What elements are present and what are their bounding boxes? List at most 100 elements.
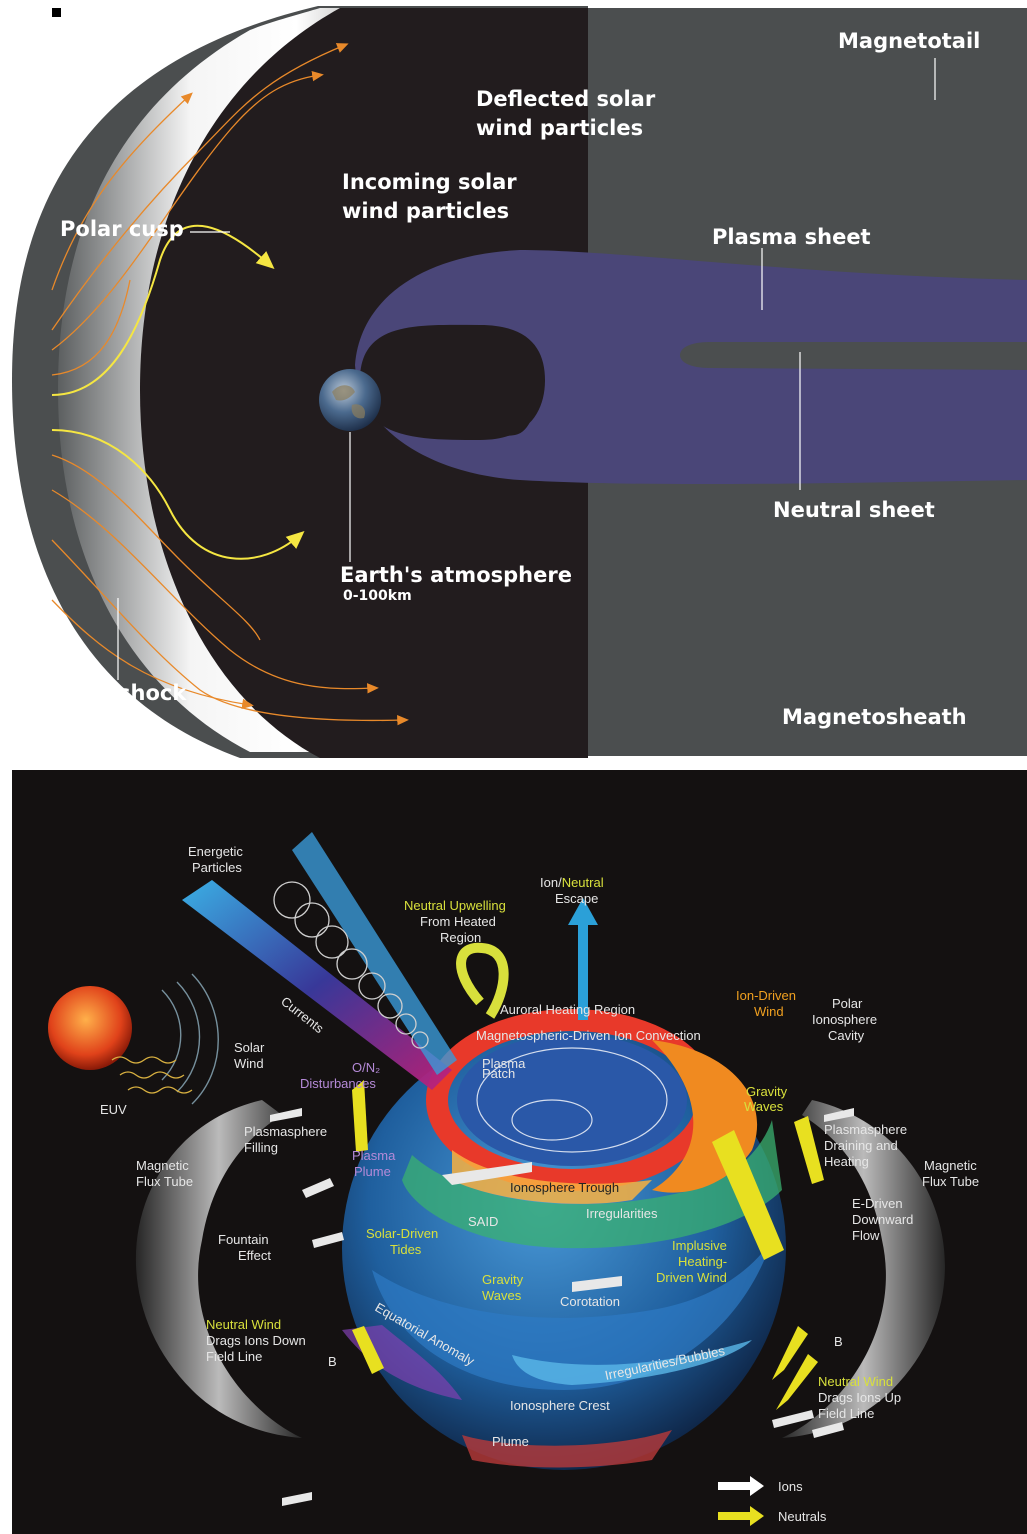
ion-wind-label-1: Ion-Driven [736,988,796,1003]
magnetotail-label: Magnetotail [838,29,980,53]
yellow-flow-1 [51,224,275,396]
upwelling-label-2: From Heated [420,914,496,929]
deflected-label-line2: wind particles [476,116,643,140]
inner-loop [360,324,545,440]
said-label: SAID [468,1214,498,1229]
upwelling-arrow [456,942,509,1019]
tides-label-2: Tides [390,1242,422,1257]
legend-ions-label: Ions [778,1479,803,1494]
orange-flow-7 [51,539,409,726]
o-n2-label-1: O/N₂ [352,1060,380,1075]
atmosphere-range-label: 0-100km [343,588,412,604]
leader-lines [117,58,936,680]
irregularities-bubbles-band [512,1340,752,1385]
magnetosheath-label: Magnetosheath [782,705,967,729]
ion-arrows [270,1108,854,1506]
corner-mark [52,8,61,17]
plasma-patch-label-1: Plasma [482,1056,526,1071]
polar-cap [457,1034,687,1166]
neutral-wind-up-label-1: Neutral Wind [818,1374,893,1389]
atmosphere-label: Earth's atmosphere [340,563,572,587]
neutral-wind-up-label-2: Drags Ions Up [818,1390,901,1405]
impulsive-label-2: Heating- [678,1254,727,1269]
b-field-left-label: B [328,1354,337,1369]
escape-label-ion: Ion/ [540,875,562,890]
tides-label-1: Solar-Driven [366,1226,438,1241]
plasma-sheet [355,250,1027,485]
auroral-label: Auroral Heating Region [500,1002,635,1017]
flux-tube-right [782,1100,945,1438]
orange-flow-6 [51,489,379,694]
deflected-label-line1: Deflected solar [476,87,656,111]
ionosphere-diagram: Energetic Particles Currents Solar Wind … [12,770,1027,1534]
escape-label-1: Ion/Neutral [540,875,604,890]
energetic-particles-beam [182,880,452,1090]
b-field-right-label: B [834,1334,843,1349]
yellow-flow-2 [51,429,305,560]
euv-label: EUV [100,1102,127,1117]
legend-ions-arrow [718,1476,764,1496]
orange-flow-8 [51,599,254,709]
gravity-waves-center-label-2: Waves [482,1288,522,1303]
polar-cavity-label-1: Polar [832,996,863,1011]
fountain-label-1: Fountain [218,1232,269,1247]
escape-label-2: Escape [555,891,598,906]
fountain-label-2: Effect [238,1248,271,1263]
globe-bottom-rim [462,1430,672,1468]
o-n2-label-2: Disturbances [300,1076,376,1091]
polar-cusp-label: Polar cusp [60,217,184,241]
polar-cavity-label-2: Ionosphere [812,1012,877,1027]
incoming-label-line1: Incoming solar [342,170,517,194]
convection-loop-outer [476,1047,668,1153]
neutral-wind-up-label-3: Field Line [818,1406,874,1421]
trough-label: Ionosphere Trough [510,1180,619,1195]
energetic-label-1: Energetic [188,844,243,859]
particle-spiral [273,881,429,1049]
ps-draining-label-1: Plasmasphere [824,1122,907,1137]
bow-shock-label: shock [118,681,187,705]
euv-waves [111,1056,193,1094]
ps-filling-label-2: Filling [244,1140,278,1155]
incoming-label-line2: wind particles [342,199,509,223]
solar-wind-label-1: Solar [234,1040,265,1055]
plasma-plume-label-2: Plume [354,1164,391,1179]
plasma-plume-label-1: Plasma [352,1148,396,1163]
neutral-wind-down-label-2: Drags Ions Down [206,1333,306,1348]
convection-label: Magnetospheric-Driven Ion Convection [476,1028,701,1043]
flux-tube-left [135,1100,302,1438]
neutral-sheet-label: Neutral sheet [773,498,935,522]
magnetosphere-svg: Magnetotail Deflected solar wind particl… [12,6,1027,758]
orange-flow-5 [51,454,261,641]
ps-draining-label-2: Draining and [824,1138,898,1153]
ps-filling-label-1: Plasmasphere [244,1124,327,1139]
neutral-wind-down-label-1: Neutral Wind [206,1317,281,1332]
gravity-waves-right-label-1: Gravity [746,1084,788,1099]
earth-icon [319,369,381,431]
flux-tube-right-label-2: Flux Tube [922,1174,979,1189]
upwelling-label-3: Region [440,930,481,945]
orange-flow-1 [51,92,193,291]
plume-label: Plume [492,1434,529,1449]
flux-tube-right-label-1: Magnetic [924,1158,977,1173]
plasma-patch-label-2: Patch [482,1066,515,1081]
sun-icon [48,986,132,1070]
orange-flow-2 [51,43,349,331]
ionosphere-svg: Energetic Particles Currents Solar Wind … [12,770,1027,1534]
escape-arrow-shaft [578,920,588,1020]
ion-wind-label-2: Wind [754,1004,784,1019]
neutral-wind-down-label-3: Field Line [206,1349,262,1364]
ionosphere-crest-label: Ionosphere Crest [510,1398,610,1413]
flux-tube-left-label-2: Flux Tube [136,1174,193,1189]
solar-wind-arcs [161,973,219,1105]
gravity-waves-right-label-2: Waves [744,1099,784,1114]
convection-loop-inner [511,1099,593,1141]
solar-wind-label-2: Wind [234,1056,264,1071]
orange-flow-3 [51,70,324,351]
irregularities-label: Irregularities [586,1206,658,1221]
legend-neutrals-arrow [718,1506,764,1526]
ps-draining-label-3: Heating [824,1154,869,1169]
gravity-waves-center-label-1: Gravity [482,1272,524,1287]
corotation-label: Corotation [560,1294,620,1309]
magnetosphere-diagram: Magnetotail Deflected solar wind particl… [0,0,1027,760]
impulsive-label-3: Driven Wind [656,1270,727,1285]
